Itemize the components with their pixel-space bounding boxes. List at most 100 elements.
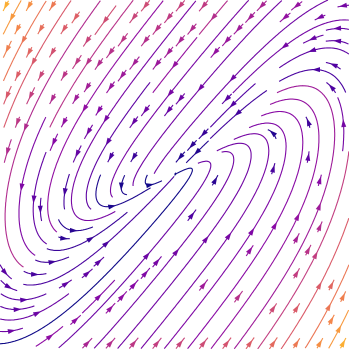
arrow-head xyxy=(61,24,69,33)
arrow-head xyxy=(193,147,202,156)
arrow-head xyxy=(82,340,91,348)
streamline xyxy=(117,142,252,349)
arrow-head xyxy=(7,329,16,335)
arrow-head xyxy=(73,94,80,103)
arrow-head xyxy=(307,47,317,53)
arrow-head xyxy=(129,339,137,348)
arrow-head xyxy=(292,269,299,278)
arrow-head xyxy=(152,339,160,348)
arrow-head xyxy=(107,47,115,56)
arrow-head xyxy=(0,268,8,276)
arrow-head xyxy=(258,1,267,9)
arrow-head xyxy=(103,114,110,123)
arrow-head xyxy=(118,182,124,191)
arrow-head xyxy=(85,57,93,66)
arrow-head xyxy=(131,152,138,161)
streamline xyxy=(0,167,193,345)
arrow-head xyxy=(229,100,237,108)
arrow-head xyxy=(315,202,321,211)
arrow-head xyxy=(129,281,137,290)
arrow-head xyxy=(61,117,68,126)
streamline xyxy=(57,219,94,232)
arrow-head xyxy=(96,106,103,115)
arrow-head xyxy=(145,183,155,189)
arrow-head xyxy=(165,47,173,56)
arrow-head xyxy=(333,38,342,44)
arrow-head xyxy=(38,71,45,80)
arrow-head xyxy=(107,204,117,210)
arrow-head xyxy=(71,316,79,325)
arrow-head xyxy=(167,89,175,97)
arrow-head xyxy=(31,57,38,66)
arrow-head xyxy=(269,339,276,348)
arrow-head xyxy=(50,94,57,103)
arrow-head xyxy=(48,260,57,266)
arrow-head xyxy=(4,283,13,290)
arrow-head xyxy=(106,339,114,348)
arrow-head xyxy=(61,281,70,288)
arrow-head xyxy=(74,57,81,66)
streamline xyxy=(257,151,349,349)
arrow-head xyxy=(15,71,22,80)
arrow-head xyxy=(281,42,289,49)
arrow-head xyxy=(341,119,347,128)
arrow-head xyxy=(245,339,253,348)
arrow-head xyxy=(177,36,185,45)
arrow-head xyxy=(224,232,232,241)
arrow-head xyxy=(62,188,68,197)
arrow-head xyxy=(311,251,318,260)
arrow-head xyxy=(142,1,150,10)
arrow-head xyxy=(200,1,208,10)
streamline xyxy=(70,0,197,222)
arrow-head xyxy=(269,164,275,173)
streamline xyxy=(187,110,304,349)
arrow-head xyxy=(224,36,232,44)
streamline xyxy=(49,0,134,128)
arrow-head xyxy=(142,252,150,260)
arrow-head xyxy=(86,236,95,243)
arrow-head xyxy=(229,74,237,82)
arrow-head xyxy=(315,281,322,290)
arrow-head xyxy=(292,339,299,348)
arrow-head xyxy=(325,302,332,312)
arrow-head xyxy=(27,47,34,57)
arrow-head xyxy=(6,147,11,156)
arrow-head xyxy=(201,235,209,244)
streamline xyxy=(23,175,175,286)
arrow-head xyxy=(154,24,162,33)
arrow-head xyxy=(281,13,290,21)
arrow-head xyxy=(120,35,128,44)
arrow-head xyxy=(32,311,42,317)
arrow-head xyxy=(28,91,35,100)
arrow-head xyxy=(271,221,278,230)
arrow-head xyxy=(50,1,57,10)
arrow-head xyxy=(106,305,114,313)
arrow-head xyxy=(328,84,336,92)
arrow-head xyxy=(247,13,255,21)
arrow-head xyxy=(211,176,218,185)
arrow-head xyxy=(37,205,43,214)
arrow-head xyxy=(338,2,348,8)
arrow-head xyxy=(248,227,255,236)
streamline xyxy=(2,0,47,82)
arrow-head xyxy=(15,24,22,33)
arrow-head xyxy=(199,339,207,348)
arrow-head xyxy=(131,58,139,67)
arrow-head xyxy=(31,271,40,277)
arrow-head xyxy=(3,1,10,10)
arrow-head xyxy=(141,270,149,278)
arrow-head xyxy=(142,106,150,114)
arrow-head xyxy=(52,137,58,147)
arrow-head xyxy=(292,234,299,243)
arrow-head xyxy=(187,211,195,220)
arrow-head xyxy=(20,297,29,303)
arrow-head xyxy=(234,109,242,117)
streamline xyxy=(304,264,349,349)
arrow-head xyxy=(177,94,185,103)
arrow-head xyxy=(15,117,22,127)
arrow-head xyxy=(21,35,28,44)
arrow-head xyxy=(311,67,321,73)
arrow-head xyxy=(246,246,253,255)
streamline xyxy=(3,0,72,128)
